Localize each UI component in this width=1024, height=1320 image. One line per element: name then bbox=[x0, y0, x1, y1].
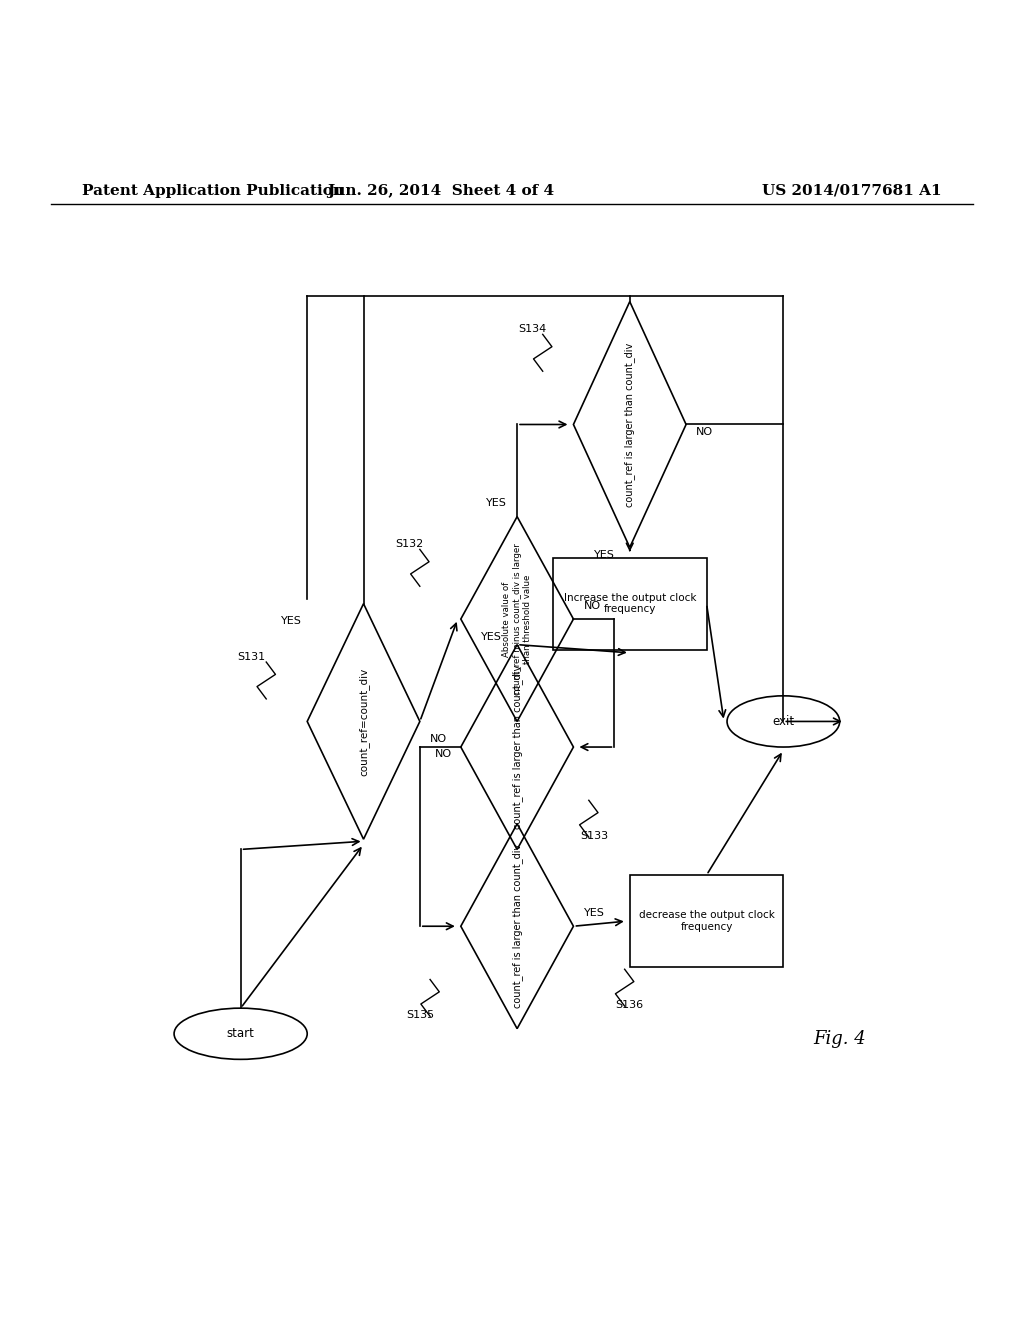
Bar bbox=[630, 875, 783, 968]
Text: Patent Application Publication: Patent Application Publication bbox=[82, 183, 344, 198]
Text: decrease the output clock
frequency: decrease the output clock frequency bbox=[639, 911, 774, 932]
Text: YES: YES bbox=[481, 631, 502, 642]
Text: S133: S133 bbox=[580, 832, 608, 841]
Text: Jun. 26, 2014  Sheet 4 of 4: Jun. 26, 2014 Sheet 4 of 4 bbox=[327, 183, 554, 198]
Text: count_ref=count_div: count_ref=count_div bbox=[358, 668, 369, 776]
Text: S135: S135 bbox=[406, 1010, 434, 1020]
Text: NO: NO bbox=[696, 426, 714, 437]
Text: Absolute value of
count_ref minus count_div is larger
than threshold value: Absolute value of count_ref minus count_… bbox=[502, 543, 532, 694]
Text: YES: YES bbox=[282, 616, 302, 626]
Text: start: start bbox=[226, 1027, 255, 1040]
Text: YES: YES bbox=[584, 908, 604, 917]
Bar bbox=[553, 557, 707, 649]
Text: count_ref is larger than count_div: count_ref is larger than count_div bbox=[512, 843, 522, 1008]
Text: S132: S132 bbox=[395, 540, 424, 549]
Text: US 2014/0177681 A1: US 2014/0177681 A1 bbox=[763, 183, 942, 198]
Text: NO: NO bbox=[430, 734, 447, 744]
Text: exit: exit bbox=[772, 715, 795, 727]
Text: Fig. 4: Fig. 4 bbox=[813, 1030, 866, 1048]
Text: YES: YES bbox=[486, 499, 507, 508]
Text: S131: S131 bbox=[237, 652, 265, 663]
Text: Increase the output clock
frequency: Increase the output clock frequency bbox=[563, 593, 696, 615]
Text: S134: S134 bbox=[518, 325, 547, 334]
Text: S136: S136 bbox=[615, 1001, 644, 1010]
Text: count_ref is larger than count_div: count_ref is larger than count_div bbox=[512, 665, 522, 829]
Text: YES: YES bbox=[594, 549, 614, 560]
Text: NO: NO bbox=[435, 750, 453, 759]
Text: count_ref is larger than count_div: count_ref is larger than count_div bbox=[625, 342, 635, 507]
Text: NO: NO bbox=[584, 601, 601, 611]
